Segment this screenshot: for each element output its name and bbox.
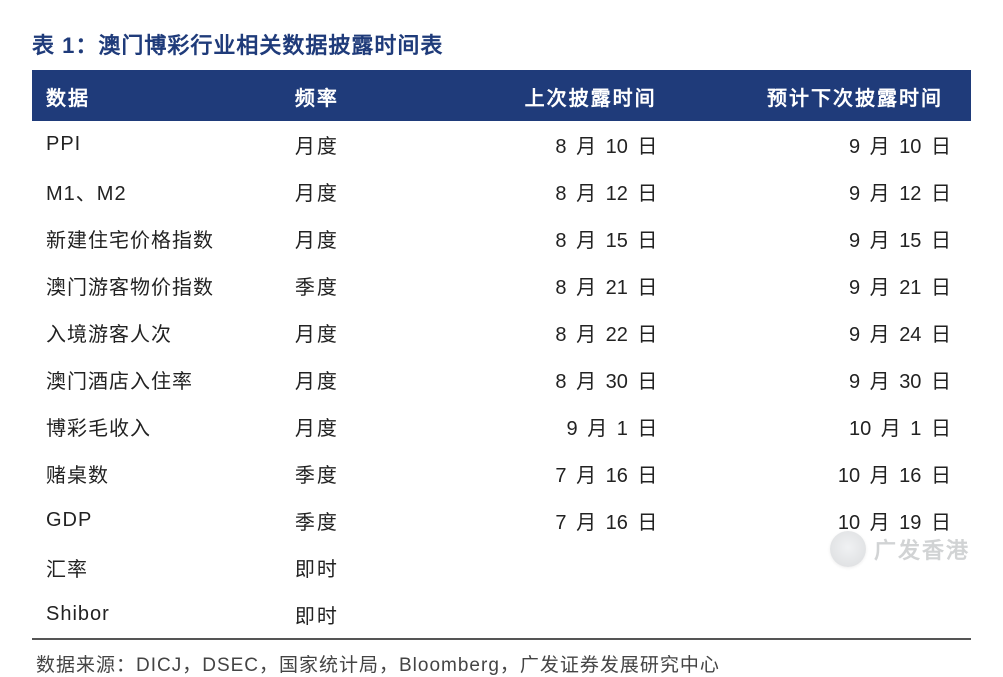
cell-last: 7 月 16 日 [464, 497, 718, 544]
cell-last [464, 591, 718, 639]
cell-freq: 月度 [295, 168, 464, 215]
cell-freq: 月度 [295, 215, 464, 262]
header-next: 预计下次披露时间 [717, 72, 971, 121]
table-title: 表 1：澳门博彩行业相关数据披露时间表 [32, 28, 971, 72]
cell-freq: 即时 [295, 544, 464, 591]
cell-freq: 即时 [295, 591, 464, 639]
cell-last: 8 月 30 日 [464, 356, 718, 403]
cell-last: 8 月 12 日 [464, 168, 718, 215]
cell-last: 8 月 10 日 [464, 121, 718, 168]
cell-next [717, 544, 971, 591]
table-row: 澳门酒店入住率 月度 8 月 30 日 9 月 30 日 [32, 356, 971, 403]
cell-next: 9 月 30 日 [717, 356, 971, 403]
data-table: 数据 频率 上次披露时间 预计下次披露时间 PPI 月度 8 月 10 日 9 … [32, 72, 971, 640]
cell-next: 10 月 19 日 [717, 497, 971, 544]
table-row: 澳门游客物价指数 季度 8 月 21 日 9 月 21 日 [32, 262, 971, 309]
cell-data: PPI [32, 121, 295, 168]
cell-data: 澳门酒店入住率 [32, 356, 295, 403]
cell-last [464, 544, 718, 591]
table-container: 数据 频率 上次披露时间 预计下次披露时间 PPI 月度 8 月 10 日 9 … [32, 72, 971, 640]
cell-data: 汇率 [32, 544, 295, 591]
table-header: 数据 频率 上次披露时间 预计下次披露时间 [32, 72, 971, 121]
header-freq: 频率 [295, 72, 464, 121]
table-row: M1、M2 月度 8 月 12 日 9 月 12 日 [32, 168, 971, 215]
table-row: 入境游客人次 月度 8 月 22 日 9 月 24 日 [32, 309, 971, 356]
header-data: 数据 [32, 72, 295, 121]
cell-data: 赌桌数 [32, 450, 295, 497]
cell-data: 入境游客人次 [32, 309, 295, 356]
cell-next: 9 月 21 日 [717, 262, 971, 309]
cell-last: 7 月 16 日 [464, 450, 718, 497]
cell-data: 新建住宅价格指数 [32, 215, 295, 262]
header-row: 数据 频率 上次披露时间 预计下次披露时间 [32, 72, 971, 121]
table-row: 赌桌数 季度 7 月 16 日 10 月 16 日 [32, 450, 971, 497]
table-row: Shibor 即时 [32, 591, 971, 639]
cell-data: 澳门游客物价指数 [32, 262, 295, 309]
cell-next: 9 月 24 日 [717, 309, 971, 356]
cell-next [717, 591, 971, 639]
cell-last: 8 月 22 日 [464, 309, 718, 356]
cell-freq: 季度 [295, 450, 464, 497]
cell-freq: 季度 [295, 497, 464, 544]
table-row: GDP 季度 7 月 16 日 10 月 19 日 [32, 497, 971, 544]
table-body: PPI 月度 8 月 10 日 9 月 10 日 M1、M2 月度 8 月 12… [32, 121, 971, 639]
cell-data: Shibor [32, 591, 295, 639]
cell-freq: 月度 [295, 309, 464, 356]
cell-last: 8 月 21 日 [464, 262, 718, 309]
table-row: 新建住宅价格指数 月度 8 月 15 日 9 月 15 日 [32, 215, 971, 262]
table-row: 博彩毛收入 月度 9 月 1 日 10 月 1 日 [32, 403, 971, 450]
cell-data: 博彩毛收入 [32, 403, 295, 450]
cell-freq: 季度 [295, 262, 464, 309]
cell-next: 10 月 16 日 [717, 450, 971, 497]
cell-data: GDP [32, 497, 295, 544]
table-row: PPI 月度 8 月 10 日 9 月 10 日 [32, 121, 971, 168]
cell-next: 9 月 12 日 [717, 168, 971, 215]
cell-freq: 月度 [295, 356, 464, 403]
source-note: 数据来源：DICJ，DSEC，国家统计局，Bloomberg，广发证券发展研究中… [32, 640, 971, 677]
cell-freq: 月度 [295, 403, 464, 450]
cell-next: 10 月 1 日 [717, 403, 971, 450]
cell-next: 9 月 10 日 [717, 121, 971, 168]
table-row: 汇率 即时 [32, 544, 971, 591]
cell-last: 9 月 1 日 [464, 403, 718, 450]
cell-next: 9 月 15 日 [717, 215, 971, 262]
cell-last: 8 月 15 日 [464, 215, 718, 262]
cell-freq: 月度 [295, 121, 464, 168]
cell-data: M1、M2 [32, 168, 295, 215]
header-last: 上次披露时间 [464, 72, 718, 121]
